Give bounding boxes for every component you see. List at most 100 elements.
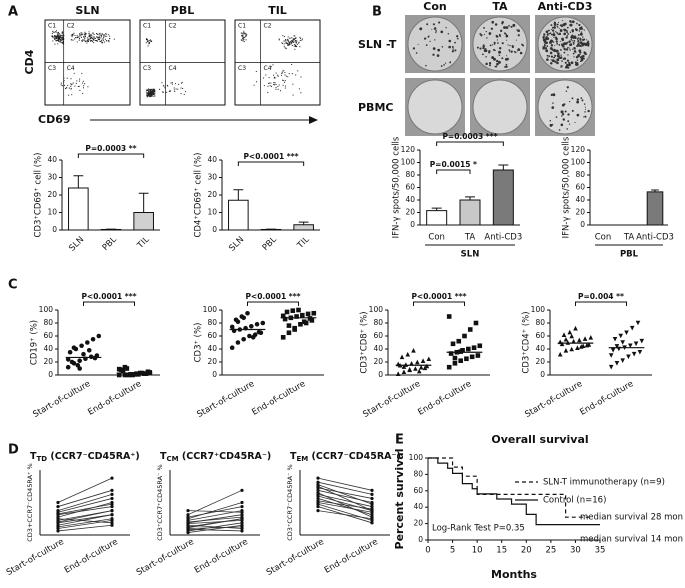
- flow-dot: [152, 89, 154, 91]
- flow-dot: [57, 32, 59, 34]
- flow-dot: [59, 35, 61, 37]
- dot: [122, 372, 128, 378]
- title-part: T: [160, 451, 167, 462]
- flow-dot: [52, 35, 54, 37]
- dot: [413, 366, 418, 371]
- flow-dot: [275, 84, 277, 86]
- spot: [558, 32, 561, 35]
- flow-dot: [145, 42, 147, 44]
- flow-dot: [287, 38, 289, 40]
- dot: [575, 345, 580, 350]
- spot: [483, 33, 485, 36]
- spot: [555, 49, 559, 53]
- significance-bracket: [413, 301, 465, 306]
- flow-dot: [243, 30, 245, 32]
- x-tick-label: 10: [472, 546, 483, 556]
- spot: [553, 36, 555, 38]
- spot: [564, 42, 568, 45]
- flow-dot: [181, 82, 183, 84]
- quadrant-label: C3: [238, 65, 246, 72]
- spot: [566, 41, 569, 44]
- y-tick-label: 80: [413, 469, 423, 478]
- flow-dot: [61, 39, 63, 41]
- flow-dot: [277, 75, 279, 77]
- spot: [558, 129, 561, 131]
- flow-dot: [159, 88, 161, 90]
- flow-dot: [289, 44, 291, 46]
- spot: [566, 31, 568, 34]
- x-tick-label: 0: [425, 546, 430, 556]
- flow-dot: [152, 95, 154, 97]
- spot: [579, 37, 582, 40]
- spot: [572, 52, 575, 55]
- spot: [417, 43, 419, 45]
- flow-dot: [151, 91, 153, 93]
- flow-dot: [294, 38, 296, 40]
- flow-dot: [272, 64, 274, 66]
- spot: [546, 58, 549, 62]
- flow-dot: [62, 43, 64, 45]
- flow-dot: [100, 34, 102, 36]
- flow-dot: [79, 89, 81, 91]
- dot: [569, 333, 574, 339]
- dot: [56, 504, 60, 509]
- spot: [496, 62, 499, 66]
- dot: [77, 366, 82, 371]
- pair-line: [317, 495, 373, 512]
- spot: [574, 121, 576, 124]
- dot: [456, 338, 462, 344]
- spot: [431, 28, 433, 30]
- flow-dot: [64, 88, 66, 90]
- dot: [240, 529, 244, 533]
- spot: [493, 57, 496, 61]
- spot: [561, 39, 564, 42]
- x-tick-label: End-of-culture: [86, 379, 143, 418]
- dot: [280, 335, 286, 340]
- flow-dot: [146, 39, 148, 41]
- dot: [132, 372, 137, 377]
- flow-dot: [97, 33, 99, 35]
- dot: [249, 323, 254, 329]
- flow-dot: [146, 40, 148, 42]
- dot: [294, 314, 299, 319]
- dot: [467, 327, 473, 332]
- spot: [564, 66, 567, 69]
- dot: [415, 359, 420, 365]
- flow-dot: [278, 39, 280, 41]
- dot: [316, 483, 320, 487]
- quadrant-label: C2: [169, 23, 177, 30]
- flow-dot: [89, 40, 91, 42]
- quadrant-label: C3: [143, 65, 151, 72]
- panel-label: A: [8, 5, 18, 20]
- x-tick-label: TA: [464, 233, 476, 243]
- spot: [434, 39, 436, 41]
- flow-dot: [94, 37, 96, 39]
- spot: [566, 86, 569, 89]
- spot: [576, 22, 578, 25]
- flow-dot: [243, 39, 245, 41]
- spot: [503, 32, 507, 35]
- spot: [562, 20, 564, 22]
- flow-dot: [295, 37, 297, 39]
- spot: [558, 27, 560, 29]
- spot: [505, 65, 508, 68]
- flow-dot: [88, 40, 90, 42]
- flow-dot: [101, 41, 103, 43]
- spot: [488, 32, 492, 35]
- pair-line: [317, 500, 373, 510]
- arrow-head: [309, 116, 318, 124]
- flow-dot: [162, 91, 164, 93]
- flow-dot: [150, 96, 152, 98]
- spot: [570, 35, 574, 39]
- spot: [570, 61, 574, 65]
- spot: [569, 20, 572, 23]
- y-tick-label: 0: [418, 535, 423, 544]
- spot: [568, 40, 571, 43]
- spot: [432, 47, 436, 50]
- flow-dot: [76, 41, 78, 43]
- flow-dot: [153, 89, 155, 91]
- spot: [517, 29, 520, 33]
- y-axis-label: CD3⁺CD8⁺ (%): [360, 311, 370, 373]
- spot: [556, 32, 558, 34]
- spot: [579, 41, 582, 44]
